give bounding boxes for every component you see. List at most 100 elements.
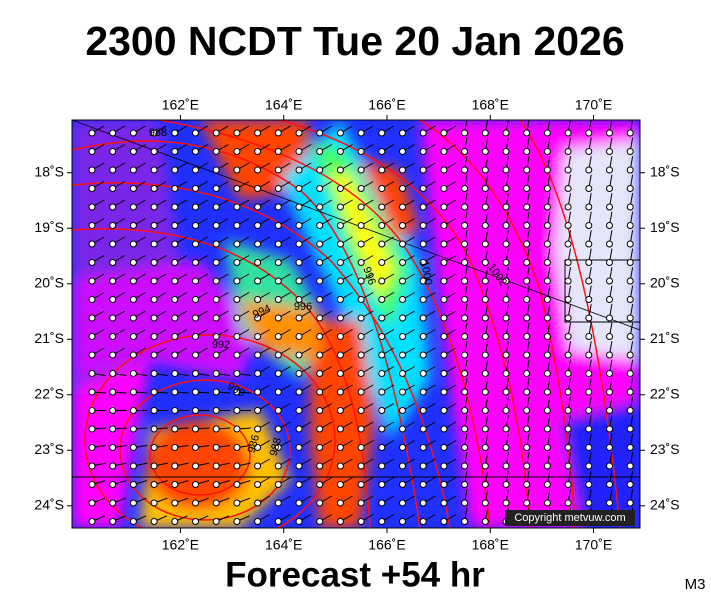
barb-station (606, 314, 613, 322)
barb-station (399, 370, 406, 377)
copyright-box (505, 510, 635, 526)
barb-station (502, 203, 510, 211)
barb-station (378, 166, 386, 174)
lon-label: 164˚E (265, 537, 302, 553)
barb-station (233, 185, 241, 192)
barb-station (357, 240, 365, 248)
barb-station (109, 444, 117, 451)
barb-station (295, 333, 303, 340)
barb-station (336, 370, 344, 377)
barb-station (523, 462, 531, 470)
barb-station (274, 407, 282, 414)
barb-station (461, 185, 469, 192)
barb-station (543, 407, 551, 414)
barb-station (626, 499, 634, 507)
barb-station (254, 148, 262, 155)
barb-station (254, 277, 262, 285)
barb-station (585, 444, 593, 451)
barb-station (523, 129, 531, 137)
barb-station (419, 444, 427, 451)
barb-station (399, 444, 406, 451)
barb-station (357, 222, 365, 229)
barb-station (523, 296, 531, 303)
barb-station (357, 259, 365, 266)
barb-station (129, 185, 137, 192)
barb-station (171, 351, 179, 359)
barb-station (88, 425, 96, 433)
barb-station (378, 203, 386, 211)
barb-station (212, 425, 220, 433)
barb-station (502, 129, 510, 137)
barb-station (378, 370, 386, 377)
forecast-label: Forecast +54 hr (225, 555, 485, 594)
lat-label: 18˚S (650, 163, 680, 179)
barb-station (254, 481, 262, 488)
barb-station (192, 351, 199, 359)
barb-station (606, 425, 613, 433)
barb-station (523, 277, 531, 285)
barb-station (399, 314, 406, 322)
barb-station (399, 388, 406, 396)
barb-station (585, 240, 593, 248)
barb-station (336, 240, 344, 248)
barb-station (88, 129, 96, 137)
barb-station (109, 259, 117, 266)
barb-station (150, 481, 158, 488)
barb-station (171, 407, 179, 414)
barb-station (585, 129, 593, 137)
barb-station (606, 259, 613, 266)
barb-station (606, 148, 613, 155)
barb-station (419, 351, 427, 359)
barb-station (150, 277, 158, 285)
barb-station (399, 425, 406, 433)
barb-station (461, 407, 469, 414)
barb-station (481, 481, 489, 488)
barb-station (399, 296, 406, 303)
barb-station (440, 240, 448, 248)
barb-station (316, 481, 324, 488)
barb-station (461, 222, 469, 229)
barb-station (212, 203, 220, 211)
barb-station (461, 388, 469, 396)
barb-station (192, 240, 199, 248)
barb-station (129, 499, 137, 507)
barb-station (564, 166, 572, 174)
barb-station (254, 296, 262, 303)
barb-station (295, 240, 303, 248)
barb-station (316, 185, 324, 192)
barb-station (171, 462, 179, 470)
barb-station (440, 148, 448, 155)
barb-station (523, 240, 531, 248)
barb-station (109, 129, 117, 137)
barb-station (481, 407, 489, 414)
barb-station (316, 518, 324, 525)
barb-station (481, 296, 489, 303)
barb-station (233, 277, 241, 285)
barb-station (109, 351, 117, 359)
barb-station (295, 518, 303, 525)
barb-station (461, 425, 469, 433)
barb-station (399, 240, 406, 248)
barb-station (233, 240, 241, 248)
barb-station (543, 203, 551, 211)
lon-label: 166˚E (368, 537, 405, 553)
barb-station (295, 370, 303, 377)
barb-station (150, 425, 158, 433)
barb-station (606, 388, 613, 396)
barb-station (171, 203, 179, 211)
barb-station (274, 259, 282, 266)
barb-station (481, 462, 489, 470)
barb-station (150, 462, 158, 470)
barb-station (523, 314, 531, 322)
barb-station (233, 129, 241, 137)
barb-station (336, 148, 344, 155)
barb-station (254, 388, 262, 396)
barb-station (150, 222, 158, 229)
barb-station (109, 148, 117, 155)
barb-station (212, 185, 220, 192)
barb-station (606, 444, 613, 451)
barb-station (543, 240, 551, 248)
barb-station (212, 166, 220, 174)
barb-station (295, 499, 303, 507)
barb-station (274, 166, 282, 174)
